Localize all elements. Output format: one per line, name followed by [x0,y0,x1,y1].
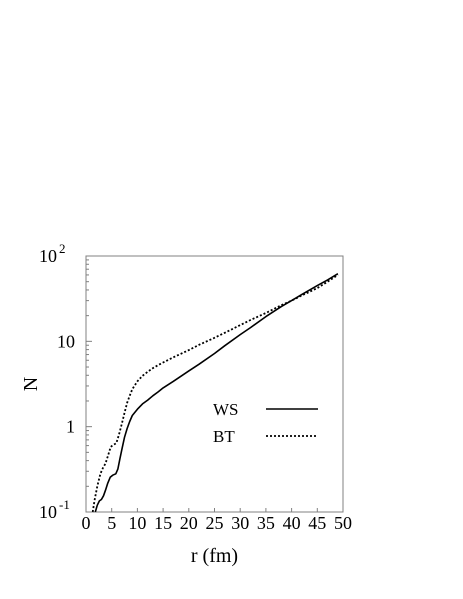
series-line-bt [91,274,339,513]
x-tick-label: 15 [154,513,172,533]
x-tick-label: 20 [180,513,198,533]
series-line-ws [94,273,339,513]
y-tick-exponent: -1 [59,497,70,512]
y-tick-exponent: 2 [59,241,66,256]
series-group [91,273,339,513]
x-tick-label: 35 [257,513,275,533]
x-tick-label: 50 [334,513,352,533]
y-tick-label: 10 [39,246,57,266]
x-axis-label: r (fm) [191,545,238,567]
x-tick-label: 45 [308,513,326,533]
legend-label-ws: WS [213,400,239,419]
legend-label-bt: BT [213,427,235,446]
x-tick-label: 5 [107,513,116,533]
y-tick-label: 1 [66,417,75,437]
legend: WS BT [213,400,318,446]
y-tick-label: 10 [57,331,75,351]
x-tick-label: 10 [128,513,146,533]
y-tick-label: 10 [39,502,57,522]
x-tick-label: 30 [231,513,249,533]
x-tick-label: 40 [283,513,301,533]
x-tick-label: 25 [206,513,224,533]
y-axis-label: N [20,377,42,391]
x-axis: 0 5 10 15 20 25 30 35 40 45 50 [82,508,352,533]
x-tick-label: 0 [82,513,91,533]
